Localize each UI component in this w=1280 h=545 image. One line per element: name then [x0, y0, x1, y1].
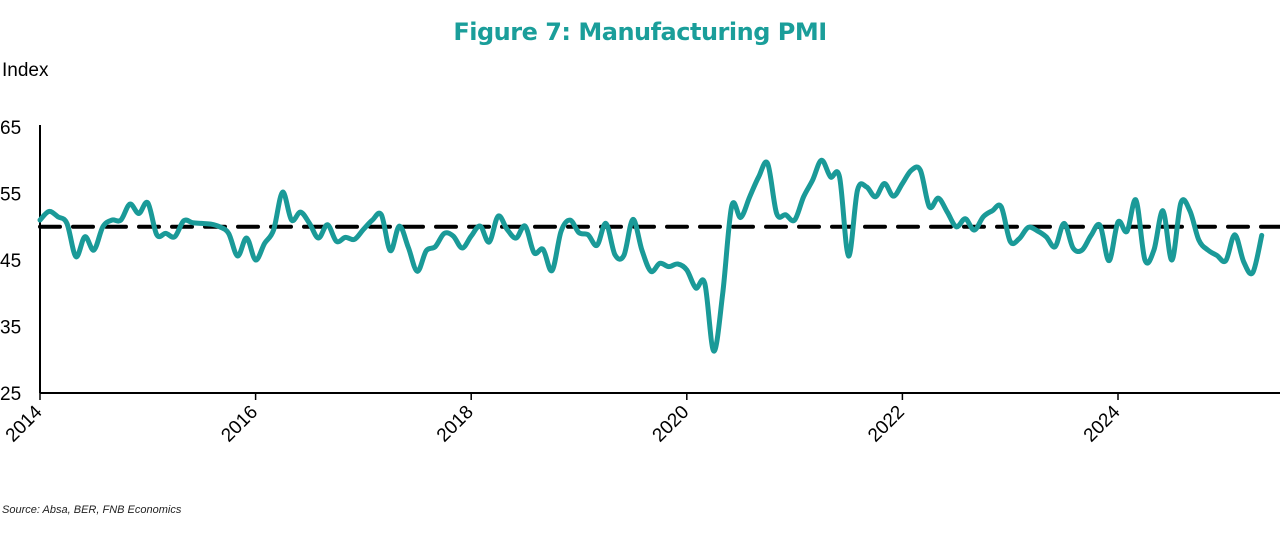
y-tick-label: 25 — [0, 384, 21, 405]
y-tick-label: 55 — [0, 185, 21, 206]
source-note: Source: Absa, BER, FNB Economics — [2, 504, 182, 516]
y-tick-label: 35 — [0, 318, 21, 339]
x-tick-label: 2022 — [864, 402, 909, 447]
x-tick-label: 2018 — [433, 402, 478, 447]
y-tick-label: 65 — [0, 118, 21, 139]
x-tick-label: 2020 — [649, 402, 694, 447]
x-tick-label: 2024 — [1080, 401, 1125, 446]
y-tick-label: 45 — [0, 251, 21, 272]
y-axis-label: Index — [2, 60, 49, 81]
pmi-series-line — [37, 157, 1265, 354]
chart-title: Figure 7: Manufacturing PMI — [453, 18, 827, 46]
x-tick-label: 2014 — [2, 401, 47, 446]
x-tick-label: 2016 — [217, 402, 262, 447]
